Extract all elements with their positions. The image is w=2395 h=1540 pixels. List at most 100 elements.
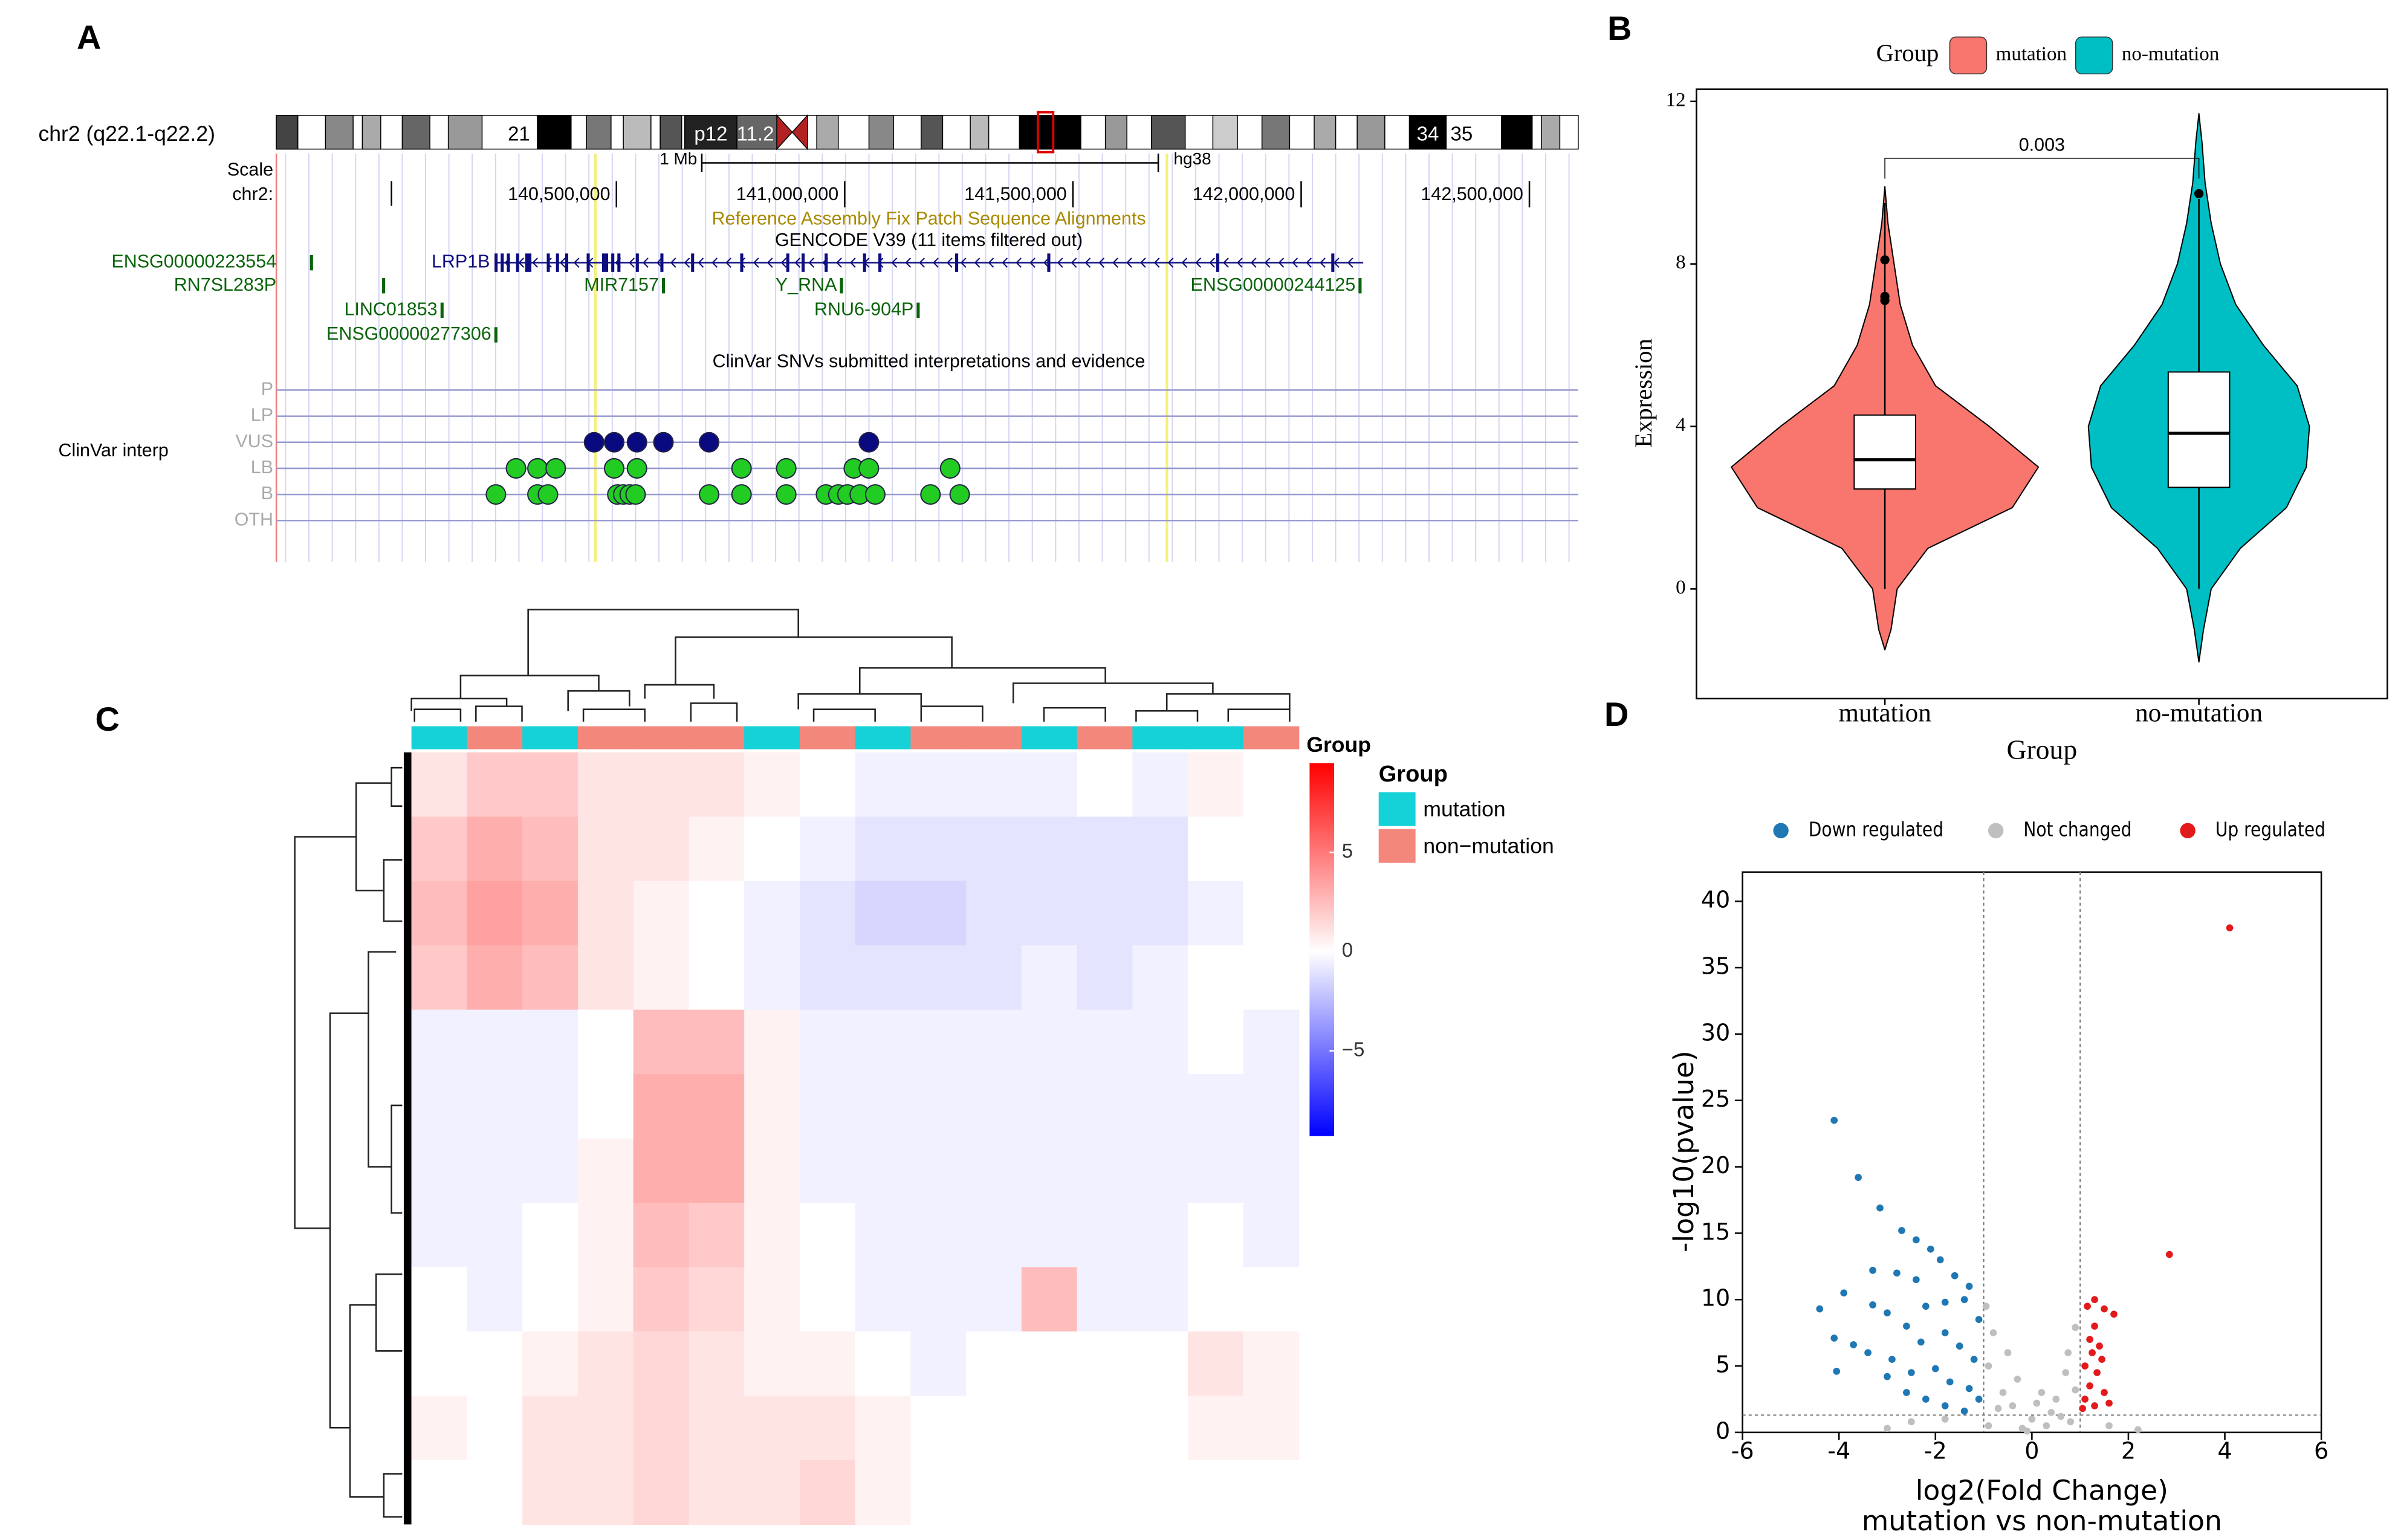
heat-cell: [633, 1202, 690, 1268]
plot-frame: [1696, 88, 2388, 700]
variant: [731, 458, 752, 479]
heat-cell: [744, 881, 800, 946]
heat-cell: [411, 1460, 468, 1525]
point: [2038, 1389, 2046, 1396]
heat-cell: [744, 1331, 800, 1397]
point: [1946, 1378, 1954, 1386]
heat-cell: [855, 1074, 912, 1139]
heat-cell: [1132, 1138, 1188, 1203]
x-tick-label: 2: [2121, 1437, 2136, 1464]
row-label: B: [261, 483, 273, 503]
point: [1922, 1302, 1930, 1310]
band-label: 21: [508, 123, 530, 145]
heat-cell: [855, 1267, 912, 1332]
significance-bracket: [1884, 158, 2200, 179]
variant: [626, 432, 647, 453]
heat-cell: [1243, 1460, 1300, 1525]
legend-swatch: [2075, 36, 2113, 74]
heat-cell: [633, 1138, 690, 1203]
gene-mark: [494, 327, 497, 343]
heat-cell: [1021, 945, 1078, 1011]
band-label: 35: [1450, 123, 1473, 145]
heat-cell: [689, 881, 745, 946]
heat-cell: [689, 945, 745, 1011]
heat-cell: [910, 1460, 967, 1525]
heat-cell: [522, 1331, 578, 1397]
gene-mark: [382, 278, 386, 294]
heat-cell: [855, 1460, 912, 1525]
point: [1941, 1402, 1949, 1409]
heat-cell: [1132, 1460, 1188, 1525]
heat-cell: [411, 1138, 468, 1203]
heat-cell: [577, 1396, 634, 1461]
y-tick-label: 8: [1676, 251, 1686, 273]
heat-cell: [633, 1396, 690, 1461]
variant: [583, 432, 604, 453]
point: [1913, 1276, 1920, 1284]
heat-cell: [799, 945, 856, 1011]
point: [2064, 1349, 2072, 1356]
colorbar-label: 0: [1342, 939, 1353, 961]
heat-cell: [799, 1460, 856, 1525]
point: [1913, 1236, 1920, 1244]
point: [1855, 1174, 1862, 1181]
heat-cell: [467, 1396, 523, 1461]
heat-cell: [1077, 1331, 1133, 1397]
heat-cell: [522, 1202, 578, 1268]
heat-cell: [522, 1009, 578, 1075]
variant: [731, 484, 752, 505]
exon: [565, 253, 569, 272]
heat-cell: [1132, 1267, 1188, 1332]
heat-cell: [855, 1138, 912, 1203]
y-tick-label: 30: [1701, 1019, 1730, 1046]
point: [1999, 1389, 2007, 1396]
heat-cell: [966, 1267, 1022, 1332]
point: [1908, 1369, 1915, 1376]
legend-label: mutation: [1423, 797, 1505, 821]
y-tick-label: 25: [1701, 1085, 1730, 1112]
heat-cell: [467, 1202, 523, 1268]
heat-cell: [1132, 752, 1188, 818]
gene-label: MIR7157: [584, 274, 659, 295]
heat-cell: [689, 817, 745, 882]
band-label: 34: [1417, 123, 1439, 145]
legend-label: Down regulated: [1809, 818, 1943, 841]
legend-label: mutation: [1996, 43, 2067, 65]
point: [1869, 1267, 1876, 1274]
heat-cell: [467, 1460, 523, 1525]
heat-cell: [855, 1009, 912, 1075]
exon: [516, 253, 519, 272]
row-dendrogram: [294, 766, 403, 1518]
point: [2047, 1409, 2055, 1416]
exon: [878, 253, 882, 272]
heat-cell: [633, 1074, 690, 1139]
point: [2028, 1415, 2036, 1423]
x-tick-label: 141,000,000: [736, 184, 838, 204]
point: [1830, 1116, 1838, 1124]
point: [2081, 1396, 2089, 1403]
exon: [863, 253, 866, 272]
heat-cell: [522, 1460, 578, 1525]
point: [1965, 1283, 1973, 1290]
heat-cell: [577, 1138, 634, 1203]
heat-cell: [633, 817, 690, 882]
variant: [858, 432, 880, 453]
group-cell: [633, 726, 690, 749]
heat-cell: [966, 1202, 1022, 1268]
panel-c: C Group 5 0 −5 Group mutation non−mutation: [95, 609, 1554, 1525]
ideogram: [276, 111, 1579, 154]
heat-cell: [910, 945, 967, 1011]
point: [1951, 1272, 1959, 1280]
point: [1869, 1301, 1876, 1309]
point: [1941, 1329, 1949, 1336]
heat-cell: [1132, 1396, 1188, 1461]
heat-cell: [1243, 1267, 1300, 1332]
legend-dot: [1988, 823, 2004, 839]
heat-cell: [910, 1138, 967, 1203]
point: [2091, 1296, 2098, 1304]
variant: [527, 458, 548, 479]
heat-cell: [1077, 1396, 1133, 1461]
point: [1884, 1425, 1891, 1432]
x-tick-label: -2: [1924, 1437, 1947, 1464]
heat-cell: [577, 1460, 634, 1525]
